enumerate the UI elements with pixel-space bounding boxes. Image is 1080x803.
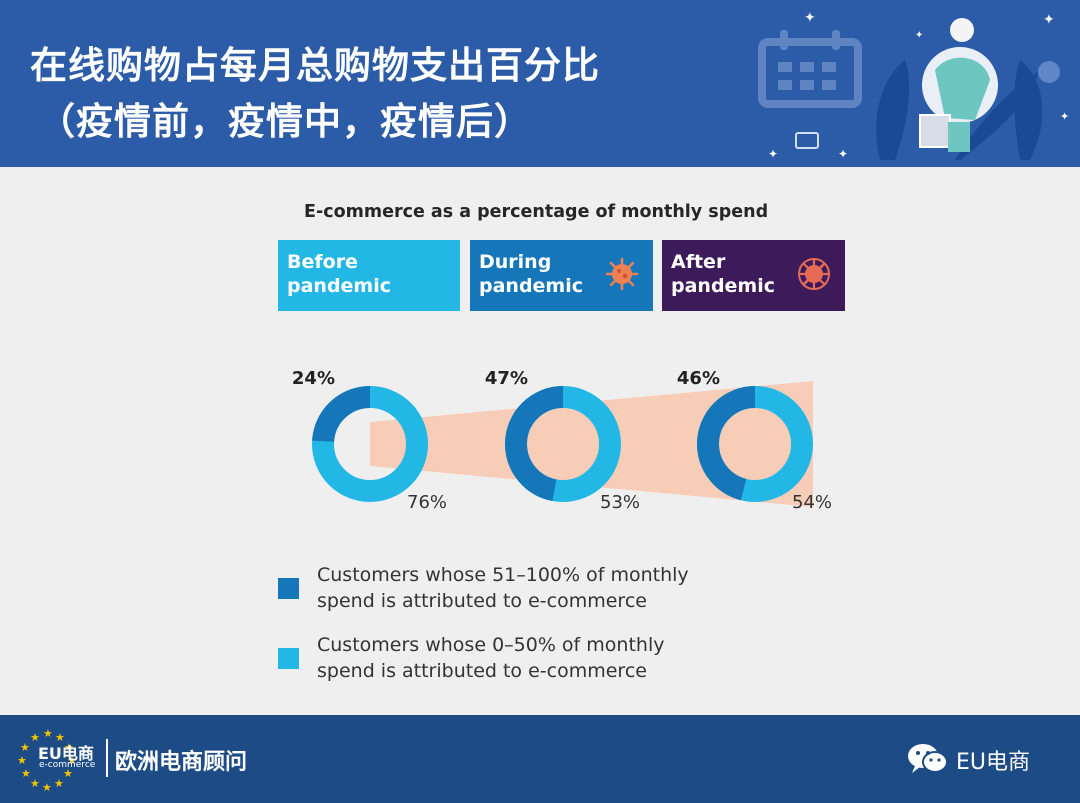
svg-text:★: ★ — [42, 781, 52, 793]
legend-swatch — [278, 648, 299, 669]
svg-text:✦: ✦ — [838, 147, 848, 161]
virus-icon — [798, 258, 830, 290]
svg-text:★: ★ — [63, 767, 73, 780]
header-banner: ✦ ✦ ✦ ✦ ✦ ✦ 在线购物占每月总购物支出百分比 （疫情前，疫情中，疫情后… — [0, 0, 1080, 167]
footer-logo-subtext: e-commerce — [39, 760, 96, 770]
donut-chart: 24% 76% 47% 53% 46% 54% — [292, 368, 832, 513]
wechat-account[interactable]: EU电商 — [907, 742, 1049, 778]
svg-text:★: ★ — [43, 727, 53, 740]
legend-swatch — [278, 578, 299, 599]
phase-label-line1: Before — [287, 251, 358, 273]
phase-label-line1: After — [671, 251, 726, 273]
footer-logo-text: EU电商 — [38, 744, 94, 763]
svg-text:✦: ✦ — [804, 10, 816, 26]
svg-text:★: ★ — [67, 754, 77, 767]
wechat-icon — [908, 744, 948, 773]
phase-during-pandemic: During pandemic — [470, 240, 653, 311]
phase-label-line1: During — [479, 251, 552, 273]
footer-brand-name: 欧洲电商顾问 — [115, 750, 248, 775]
svg-text:★: ★ — [21, 767, 31, 780]
phase-after-pandemic: After pandemic — [662, 240, 845, 311]
data-label: 47% — [485, 368, 528, 389]
svg-text:★: ★ — [55, 731, 65, 744]
donut-segment — [697, 386, 813, 502]
chart-title: E-commerce as a percentage of monthly sp… — [304, 202, 769, 222]
svg-text:★: ★ — [64, 741, 74, 754]
page-title: 在线购物占每月总购物支出百分比 — [30, 44, 600, 87]
data-label: 24% — [292, 368, 335, 389]
data-label: 53% — [600, 492, 640, 513]
data-label: 54% — [792, 492, 832, 513]
virus-icon — [605, 257, 639, 291]
svg-text:✦: ✦ — [1043, 12, 1055, 28]
wechat-account-name: EU电商 — [956, 750, 1031, 775]
legend-label-line1: Customers whose 0–50% of monthly — [317, 634, 665, 656]
phase-before-pandemic: Before pandemic — [278, 240, 460, 311]
legend-label-line2: spend is attributed to e-commerce — [317, 660, 647, 682]
svg-text:★: ★ — [54, 777, 64, 790]
svg-text:★: ★ — [30, 777, 40, 790]
svg-text:✦: ✦ — [1060, 110, 1069, 123]
footer-bar: ★ ★ ★ ★ ★ ★ ★ ★ ★ ★ ★ ★ EU电商 e-commerce 欧洲电商顾问 E… — [0, 715, 1080, 803]
chart-area: E-commerce as a percentage of monthly sp… — [0, 167, 1080, 715]
eu-stars-logo-icon: ★ ★★ ★★★ ★★★ ★★★ — [17, 727, 77, 793]
svg-text:✦: ✦ — [915, 30, 923, 41]
legend-label-line1: Customers whose 51–100% of monthly — [317, 564, 689, 586]
data-label: 76% — [407, 492, 447, 513]
shopping-illustration: ✦ ✦ ✦ ✦ ✦ ✦ — [758, 10, 1069, 161]
svg-text:✦: ✦ — [768, 147, 778, 161]
data-label: 46% — [677, 368, 720, 389]
phase-label-line2: pandemic — [287, 275, 392, 297]
footer-divider — [106, 739, 108, 777]
donut-segment — [312, 386, 428, 502]
page-subtitle: （疫情前，疫情中，疫情后） — [38, 100, 532, 143]
legend-label-line2: spend is attributed to e-commerce — [317, 590, 647, 612]
legend-label: Customers whose 0–50% of monthly spend i… — [317, 632, 737, 684]
donut-segment — [505, 386, 621, 502]
svg-text:★: ★ — [17, 754, 27, 767]
legend-label: Customers whose 51–100% of monthly spend… — [317, 562, 737, 614]
svg-text:★: ★ — [30, 731, 40, 744]
svg-text:★: ★ — [20, 741, 30, 754]
phase-label-line2: pandemic — [479, 275, 584, 297]
trend-band — [370, 381, 813, 507]
phase-label-line2: pandemic — [671, 275, 776, 297]
